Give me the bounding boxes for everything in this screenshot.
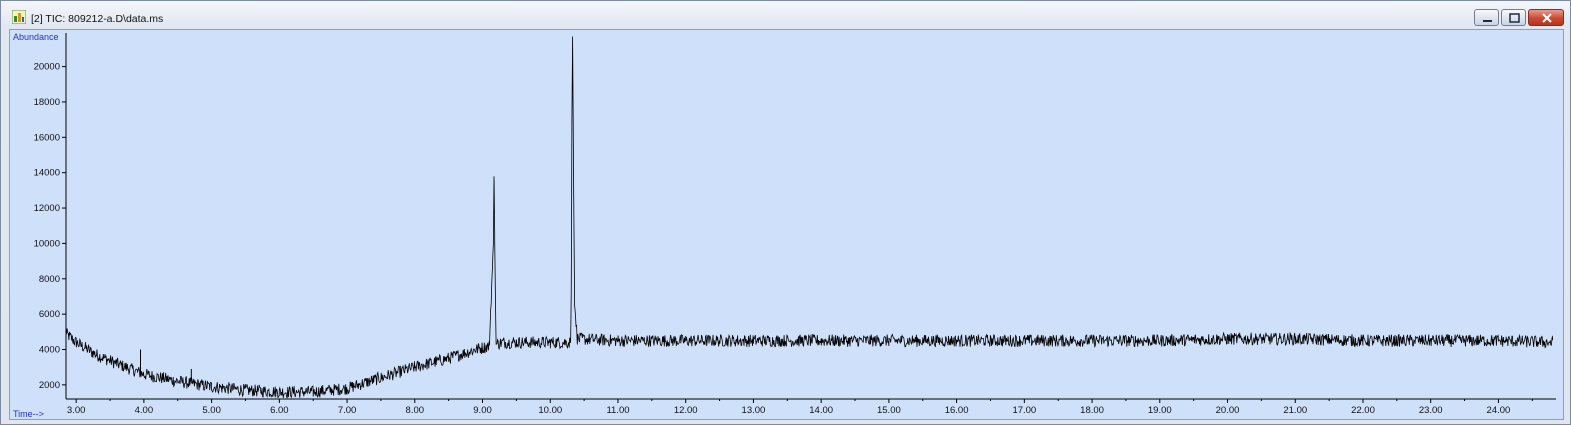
chromatogram-app-icon — [12, 10, 26, 24]
x-tick-label: 5.00 — [202, 405, 221, 416]
tic-trace-line — [65, 36, 1553, 399]
x-tick-label: 14.00 — [809, 405, 833, 416]
window-title: [2] TIC: 809212-a.D\data.ms — [31, 13, 164, 25]
y-tick-label: 12000 — [34, 203, 60, 214]
x-tick-label: 10.00 — [538, 405, 562, 416]
restore-icon — [1509, 13, 1520, 23]
title-bar[interactable]: [2] TIC: 809212-a.D\data.ms — [1, 1, 1570, 29]
y-tick-label: 16000 — [34, 132, 60, 143]
y-tick-label: 10000 — [34, 238, 60, 249]
x-tick-label: 11.00 — [606, 405, 629, 416]
x-tick-label: 16.00 — [945, 405, 969, 416]
y-tick-label: 8000 — [39, 274, 60, 285]
x-tick-label: 12.00 — [674, 405, 698, 416]
y-tick-label: 18000 — [34, 97, 60, 108]
minimize-button[interactable] — [1474, 9, 1499, 26]
y-axis-label: Abundance — [13, 32, 59, 42]
x-tick-label: 15.00 — [877, 405, 901, 416]
y-tick-label: 4000 — [39, 344, 60, 355]
x-tick-label: 13.00 — [742, 405, 766, 416]
minimize-icon — [1483, 20, 1492, 22]
x-tick-label: 9.00 — [473, 405, 492, 416]
chromatogram-plot-area[interactable]: 2000 4000 6000 8000 10000 12000 14000 16000 1800… — [9, 29, 1564, 420]
x-tick-label: 8.00 — [406, 405, 425, 416]
x-tick-label: 23.00 — [1419, 405, 1443, 416]
close-icon — [1542, 13, 1552, 23]
x-tick-label: 19.00 — [1148, 405, 1172, 416]
close-button[interactable] — [1528, 9, 1564, 26]
x-axis-label: Time--> — [13, 409, 44, 419]
y-tick-label: 20000 — [34, 62, 60, 73]
x-tick-label: 7.00 — [338, 405, 357, 416]
x-tick-label: 4.00 — [135, 405, 154, 416]
y-tick-label: 2000 — [39, 380, 60, 391]
x-tick-label: 20.00 — [1216, 405, 1240, 416]
restore-button[interactable] — [1501, 9, 1526, 26]
chromatogram-chart[interactable]: 2000 4000 6000 8000 10000 12000 14000 16000 1800… — [10, 30, 1563, 419]
x-tick-label: 3.00 — [67, 405, 86, 416]
x-tick-label: 21.00 — [1283, 405, 1307, 416]
x-tick-label: 17.00 — [1012, 405, 1036, 416]
x-tick-label: 24.00 — [1487, 405, 1511, 416]
y-tick-label: 6000 — [39, 309, 60, 320]
x-tick-label: 6.00 — [270, 405, 289, 416]
y-tick-label: 14000 — [34, 168, 60, 179]
x-tick-label: 22.00 — [1351, 405, 1375, 416]
x-tick-label: 18.00 — [1080, 405, 1104, 416]
